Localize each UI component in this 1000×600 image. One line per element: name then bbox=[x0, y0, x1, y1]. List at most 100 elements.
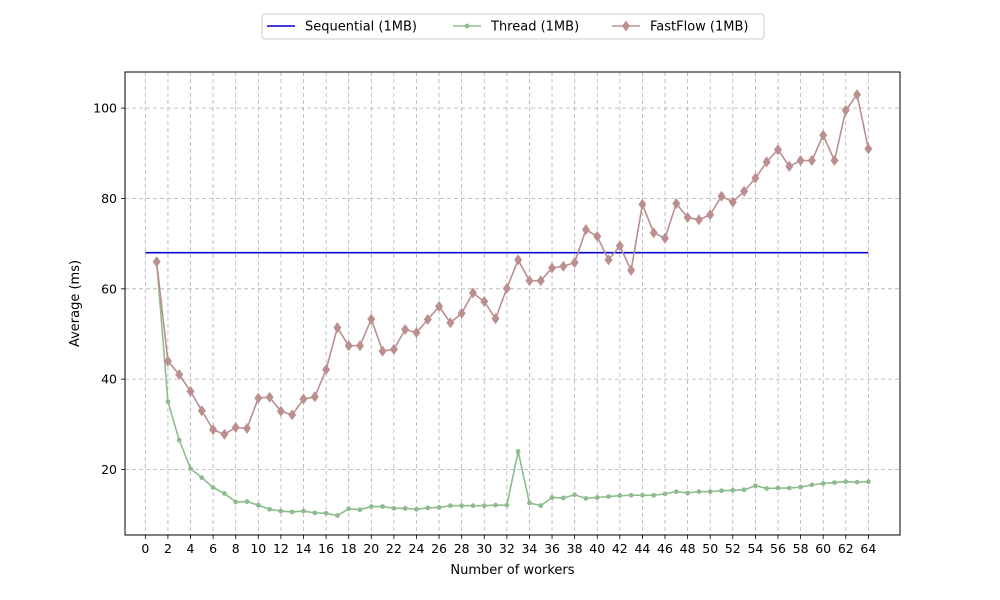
data-point bbox=[832, 480, 837, 486]
x-tick-label: 52 bbox=[725, 541, 741, 556]
data-point bbox=[683, 211, 692, 223]
series-line bbox=[155, 93, 870, 436]
data-point bbox=[853, 89, 862, 101]
legend-swatch-marker bbox=[622, 20, 630, 32]
data-point bbox=[651, 492, 657, 498]
data-point bbox=[843, 479, 849, 485]
x-tick-label: 4 bbox=[187, 541, 195, 556]
x-tick-label: 8 bbox=[232, 541, 240, 556]
legend-label: Thread (1MB) bbox=[490, 20, 579, 35]
data-point bbox=[751, 172, 760, 184]
data-point bbox=[288, 409, 297, 421]
x-tick-label: 6 bbox=[209, 541, 217, 556]
data-point bbox=[536, 275, 545, 287]
data-point bbox=[468, 287, 477, 299]
data-point bbox=[764, 486, 770, 491]
data-point bbox=[425, 505, 431, 511]
data-point bbox=[209, 424, 218, 436]
data-point bbox=[267, 506, 273, 512]
data-point bbox=[312, 510, 318, 516]
data-point bbox=[231, 421, 240, 433]
data-point bbox=[773, 144, 782, 156]
legend-entry: FastFlow (1MB) bbox=[612, 20, 748, 35]
series-fastflow-1mb bbox=[152, 89, 873, 440]
x-tick-label: 18 bbox=[341, 541, 357, 556]
data-point bbox=[436, 505, 442, 510]
data-point bbox=[233, 499, 239, 505]
data-point bbox=[740, 185, 749, 197]
data-point bbox=[254, 392, 263, 404]
y-axis-label: Average (ms) bbox=[68, 260, 83, 347]
data-point bbox=[706, 209, 715, 221]
x-tick-label: 2 bbox=[164, 541, 172, 556]
data-point bbox=[265, 391, 274, 403]
data-point bbox=[786, 485, 792, 491]
x-tick-label: 40 bbox=[589, 541, 605, 556]
data-point bbox=[617, 493, 623, 499]
data-point bbox=[367, 313, 376, 325]
data-point bbox=[152, 256, 161, 268]
x-tick-label: 50 bbox=[702, 541, 718, 556]
data-point bbox=[165, 399, 171, 405]
x-tick-label: 56 bbox=[770, 541, 786, 556]
data-point bbox=[334, 513, 340, 518]
x-tick-label: 10 bbox=[250, 541, 266, 556]
data-point bbox=[186, 385, 195, 397]
data-point bbox=[572, 492, 578, 498]
data-point bbox=[719, 488, 724, 494]
data-point bbox=[560, 495, 566, 501]
data-point bbox=[333, 322, 342, 334]
data-point bbox=[459, 503, 465, 509]
x-tick-label: 44 bbox=[634, 541, 650, 556]
x-tick-label: 24 bbox=[409, 541, 425, 556]
data-point bbox=[570, 257, 579, 269]
data-point bbox=[694, 214, 703, 226]
data-point bbox=[638, 198, 647, 210]
data-point bbox=[301, 508, 306, 514]
data-point bbox=[515, 449, 521, 454]
data-point bbox=[604, 254, 613, 266]
legend: Sequential (1MB) Thread (1MB) FastFlow (1M… bbox=[261, 13, 765, 40]
data-point bbox=[640, 492, 645, 498]
x-tick-label: 30 bbox=[476, 541, 492, 556]
legend-entry: Thread (1MB) bbox=[453, 20, 579, 35]
x-tick-label: 42 bbox=[612, 541, 628, 556]
data-point bbox=[222, 491, 227, 496]
data-point bbox=[730, 487, 736, 493]
x-tick-label: 16 bbox=[318, 541, 334, 556]
x-tick-label: 38 bbox=[567, 541, 583, 556]
data-point bbox=[752, 483, 758, 489]
data-point bbox=[322, 364, 331, 376]
data-point bbox=[323, 510, 329, 516]
data-point bbox=[627, 264, 636, 276]
data-point bbox=[378, 345, 387, 357]
data-point bbox=[299, 393, 308, 405]
data-point bbox=[197, 405, 206, 417]
data-point bbox=[841, 104, 850, 116]
data-point bbox=[176, 437, 182, 443]
x-tick-label: 60 bbox=[815, 541, 831, 556]
data-point bbox=[538, 503, 544, 509]
data-point bbox=[661, 232, 670, 244]
data-point bbox=[527, 500, 532, 506]
x-axis-label: Number of workers bbox=[450, 563, 574, 578]
data-point bbox=[310, 391, 319, 403]
data-point bbox=[798, 484, 803, 490]
data-point bbox=[581, 224, 590, 236]
x-tick-label: 0 bbox=[141, 541, 149, 556]
data-point bbox=[525, 275, 534, 287]
data-point bbox=[775, 485, 781, 491]
data-point bbox=[865, 479, 871, 485]
x-axis: 0 2 4 6 8 10 12 14 16 18 20 22 24 26 28 30 32 34 36 38 40 42 4… bbox=[141, 535, 876, 556]
x-tick-label: 54 bbox=[747, 541, 763, 556]
data-point bbox=[289, 509, 295, 515]
data-point bbox=[502, 282, 511, 294]
data-point bbox=[389, 343, 398, 355]
data-point bbox=[820, 481, 826, 486]
x-tick-label: 26 bbox=[431, 541, 447, 556]
data-point bbox=[220, 428, 229, 440]
data-point bbox=[548, 262, 557, 274]
series-thread-1mb bbox=[154, 259, 871, 518]
data-point bbox=[446, 317, 455, 329]
y-tick-label: 20 bbox=[101, 462, 117, 477]
